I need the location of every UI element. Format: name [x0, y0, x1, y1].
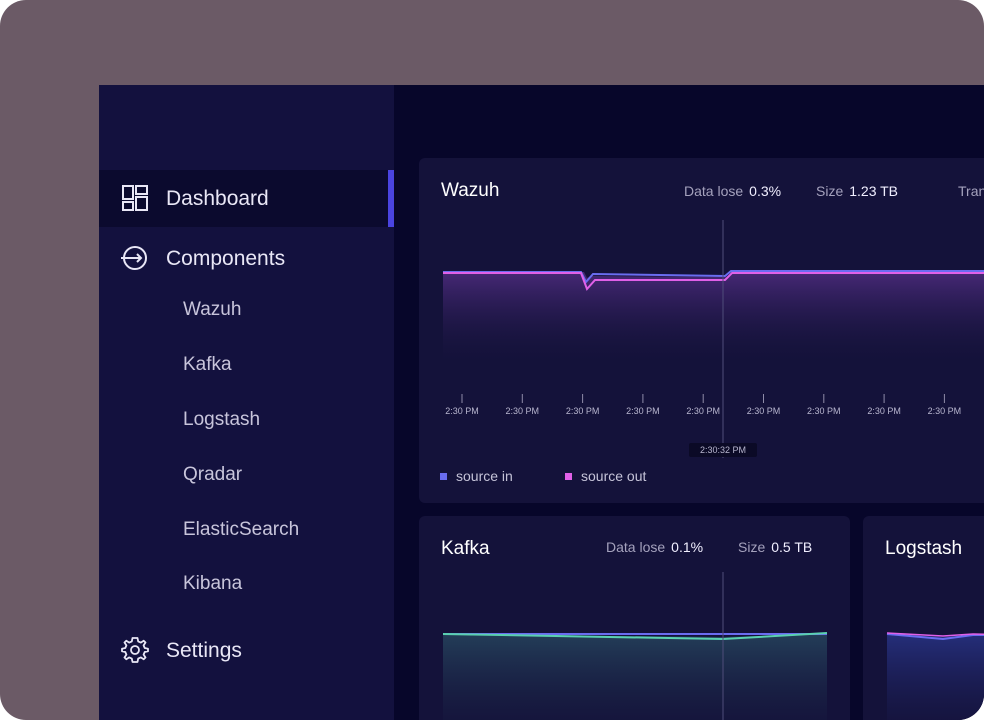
sidebar-subitem-logstash[interactable]: Logstash	[183, 409, 260, 431]
sidebar-item-dashboard[interactable]: Dashboard	[99, 170, 394, 227]
sidebar-item-components[interactable]: Components	[99, 230, 394, 287]
logstash-card: Logstash	[863, 516, 984, 720]
legend-source-in[interactable]: source in	[440, 468, 513, 484]
sidebar-item-settings[interactable]: Settings	[99, 622, 394, 679]
x-axis-tick-label: 2:30 PM	[686, 406, 720, 416]
sidebar-item-label: Settings	[166, 639, 242, 663]
kafka-chart	[419, 516, 850, 720]
logstash-chart	[863, 516, 984, 720]
legend-label: source out	[581, 468, 646, 484]
x-axis-tick-label: 2:30 PM	[747, 406, 781, 416]
x-axis-tick-label: 2:30 PM	[807, 406, 841, 416]
x-axis-tick-label: 2:30 PM	[566, 406, 600, 416]
x-axis-tick-label: 2:30 PM	[928, 406, 962, 416]
legend-swatch	[565, 473, 572, 480]
legend-swatch	[440, 473, 447, 480]
components-icon	[121, 244, 149, 272]
wazuh-chart: 2:30 PM 2:30 PM 2:30 PM 2:30 PM 2:30 PM 2:30 …	[419, 158, 984, 458]
x-axis-tick-label: 2:30 PM	[626, 406, 660, 416]
legend-label: source in	[456, 468, 513, 484]
legend-source-out[interactable]: source out	[565, 468, 646, 484]
sidebar-subitem-elasticsearch[interactable]: ElasticSearch	[183, 519, 299, 541]
cursor-tooltip: 2:30:32 PM	[689, 443, 757, 457]
device-frame: Dashboard Components Wazuh Kafka Logstas…	[0, 0, 984, 720]
sidebar: Dashboard Components Wazuh Kafka Logstas…	[99, 85, 394, 720]
source-out-area	[443, 272, 984, 368]
x-axis-tick-label: 2:30 PM	[445, 406, 479, 416]
gear-icon	[121, 636, 149, 664]
sidebar-item-label: Components	[166, 247, 285, 271]
sidebar-subitem-kibana[interactable]: Kibana	[183, 573, 242, 595]
sidebar-subitem-qradar[interactable]: Qradar	[183, 464, 242, 486]
x-axis-tick-label: 2:30 PM	[506, 406, 540, 416]
wazuh-card: Wazuh Data lose 0.3% Size 1.23 TB Tran	[419, 158, 984, 503]
sidebar-subitem-kafka[interactable]: Kafka	[183, 354, 232, 376]
logstash-area	[887, 634, 984, 720]
sidebar-item-label: Dashboard	[166, 187, 269, 211]
active-indicator	[388, 170, 394, 227]
kafka-area	[443, 634, 827, 720]
x-axis-tick-label: 2:30 PM	[867, 406, 901, 416]
app-window: Dashboard Components Wazuh Kafka Logstas…	[99, 85, 984, 720]
kafka-card: Kafka Data lose 0.1% Size 0.5 TB	[419, 516, 850, 720]
dashboard-icon	[121, 184, 149, 212]
sidebar-subitem-wazuh[interactable]: Wazuh	[183, 299, 241, 321]
